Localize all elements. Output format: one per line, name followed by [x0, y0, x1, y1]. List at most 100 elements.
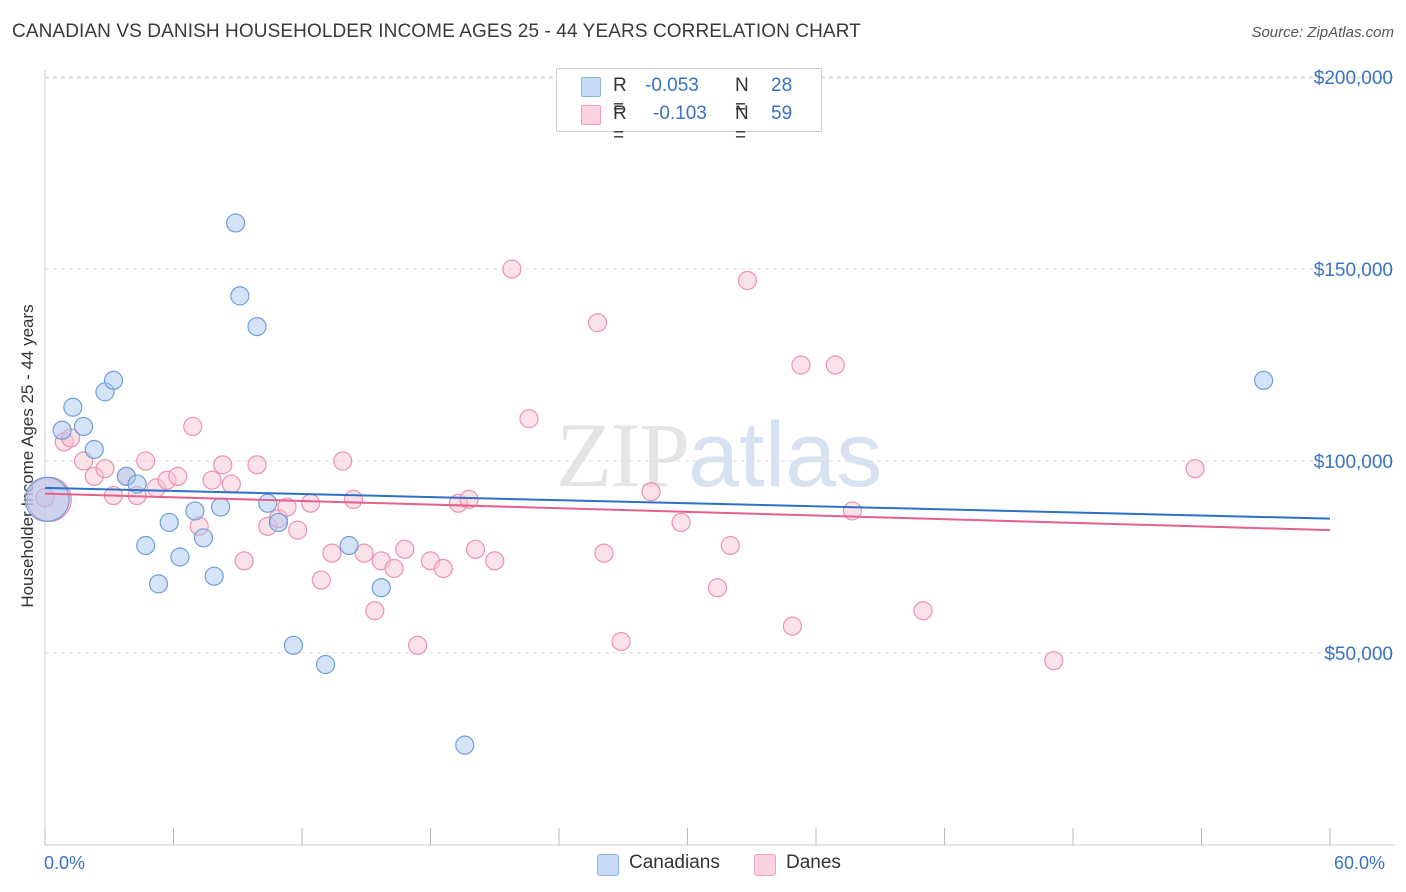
- y-tick-label: $200,000: [1314, 68, 1393, 89]
- data-point-danes: [322, 543, 342, 563]
- data-point-danes: [183, 416, 203, 437]
- data-point-danes: [459, 489, 479, 509]
- watermark: ZIPatlas: [556, 402, 882, 508]
- data-point-danes: [277, 497, 297, 517]
- data-point-danes: [395, 539, 415, 559]
- data-point-canadians: [283, 635, 304, 655]
- data-point-canadians: [268, 512, 289, 533]
- data-point-danes: [791, 355, 811, 375]
- data-point-canadians: [193, 528, 214, 548]
- legend-r-value: -0.103: [653, 103, 707, 124]
- data-point-danes: [594, 543, 614, 563]
- x-tick-label-min: 0.0%: [44, 853, 86, 873]
- data-point-danes: [913, 601, 933, 621]
- chart-title: CANADIAN VS DANISH HOUSEHOLDER INCOME AG…: [12, 21, 861, 42]
- data-point-danes: [433, 558, 453, 579]
- legend-r-label: R =: [613, 103, 627, 146]
- watermark-atlas: atlas: [688, 404, 883, 506]
- source-label: Source: ZipAtlas.com: [1251, 24, 1394, 41]
- data-point-canadians: [127, 474, 147, 494]
- data-point-danes: [168, 466, 188, 486]
- bottom-legend-label: Danes: [786, 852, 841, 873]
- data-point-canadians: [204, 566, 224, 586]
- data-point-danes: [384, 558, 404, 579]
- y-tick-label: $150,000: [1314, 260, 1393, 281]
- data-point-canadians: [73, 416, 94, 437]
- data-point-danes: [288, 520, 308, 540]
- bottom-legend-swatch-danes: [754, 854, 776, 876]
- legend-r-label: R =: [613, 75, 627, 118]
- legend-n-value: 59: [771, 103, 793, 124]
- data-point-canadians: [136, 535, 156, 556]
- legend-n-value: 28: [771, 75, 793, 96]
- y-tick-labels: $50,000 $100,000 $150,000 $200,000: [1314, 68, 1393, 665]
- data-point-danes: [587, 313, 608, 333]
- data-point-canadians: [103, 370, 124, 390]
- data-point-danes: [737, 270, 758, 291]
- data-point-danes: [611, 631, 631, 652]
- data-point-canadians: [1254, 370, 1274, 390]
- y-tick-label: $100,000: [1314, 452, 1393, 473]
- legend-r-value: -0.053: [645, 75, 699, 96]
- data-point-canadians: [371, 578, 391, 598]
- data-point-danes: [671, 512, 691, 533]
- trend-line-danes: [44, 492, 1331, 532]
- axes: [44, 70, 1395, 846]
- legend-n-label: N =: [735, 75, 749, 118]
- data-point-danes: [247, 455, 267, 475]
- trend-lines: [44, 486, 1331, 532]
- data-point-danes: [1044, 651, 1064, 671]
- data-point-canadians: [258, 493, 278, 513]
- legend-swatch-danes: [581, 105, 601, 125]
- data-point-danes: [343, 489, 363, 509]
- data-point-danes: [365, 601, 385, 621]
- data-point-danes: [311, 570, 331, 590]
- data-point-danes: [202, 470, 222, 490]
- trend-line-canadians: [44, 486, 1331, 520]
- data-point-danes: [825, 355, 845, 375]
- data-point-danes: [720, 535, 740, 556]
- data-point-canadians: [185, 501, 205, 521]
- data-point-danes: [95, 459, 115, 479]
- data-point-canadians: [84, 439, 104, 460]
- data-point-canadians: [247, 317, 267, 337]
- data-point-danes: [333, 451, 353, 471]
- data-point-danes: [782, 616, 803, 636]
- data-point-danes: [519, 409, 539, 429]
- data-point-danes: [354, 543, 374, 563]
- correlation-legend: R = -0.053 N = 28 R = -0.103 N = 59: [556, 68, 822, 146]
- data-point-canadians: [24, 476, 70, 522]
- data-point-danes: [408, 635, 428, 655]
- data-point-danes: [485, 551, 505, 571]
- data-point-danes: [300, 493, 321, 513]
- watermark-zip: ZIP: [556, 404, 690, 506]
- data-point-canadians: [148, 574, 169, 594]
- bottom-legend-label: Canadians: [629, 852, 720, 873]
- legend-n-label: N =: [735, 103, 749, 146]
- data-point-danes: [136, 451, 156, 471]
- data-point-danes: [213, 455, 233, 475]
- data-point-canadians: [63, 397, 83, 417]
- data-point-canadians: [170, 547, 190, 567]
- y-tick-label: $50,000: [1324, 644, 1393, 665]
- legend-swatch-canadians: [581, 77, 601, 97]
- data-point-danes: [502, 259, 522, 279]
- series-danes: [26, 259, 1205, 671]
- data-point-canadians: [52, 420, 72, 440]
- series-canadians: [24, 213, 1274, 755]
- data-point-canadians: [315, 654, 336, 675]
- bottom-legend-swatch-canadians: [597, 854, 619, 876]
- data-point-danes: [1185, 459, 1205, 479]
- data-point-canadians: [339, 535, 359, 556]
- data-point-danes: [234, 551, 254, 571]
- data-point-canadians: [455, 735, 475, 755]
- data-point-canadians: [226, 213, 246, 233]
- data-point-canadians: [211, 497, 231, 517]
- data-point-danes: [221, 474, 241, 494]
- data-point-danes: [641, 482, 661, 502]
- data-point-danes: [465, 539, 486, 559]
- data-point-danes: [707, 578, 728, 598]
- data-point-canadians: [230, 286, 250, 306]
- x-tick-label-max: 60.0%: [1334, 853, 1386, 873]
